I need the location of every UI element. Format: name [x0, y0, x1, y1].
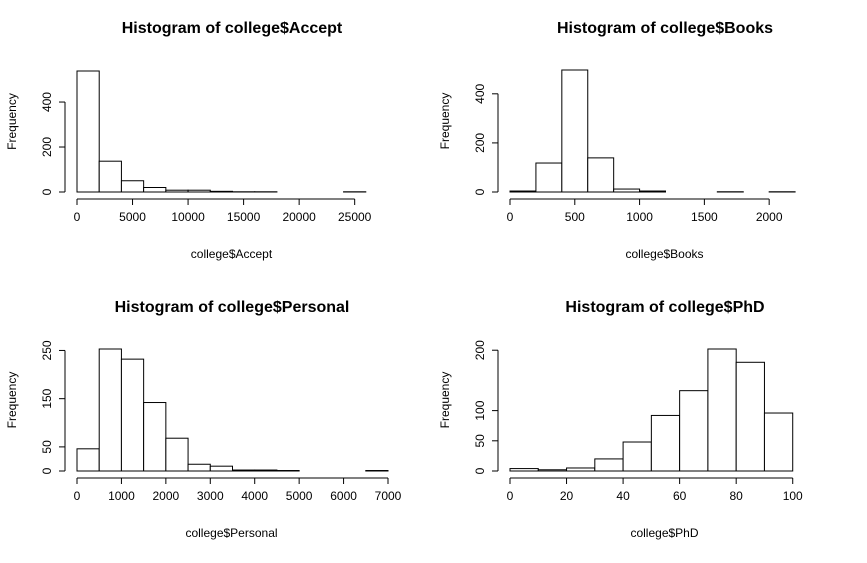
- y-tick-label: 250: [40, 340, 54, 360]
- y-tick-label: 200: [40, 137, 54, 157]
- x-tick-label: 5000: [119, 210, 146, 224]
- histogram-bar: [99, 349, 121, 471]
- y-tick-label: 200: [473, 133, 487, 153]
- histogram-bar: [233, 470, 255, 471]
- histogram-bar: [77, 71, 99, 192]
- histogram-bar: [562, 70, 588, 192]
- x-tick-label: 2000: [756, 210, 783, 224]
- y-tick-label: 400: [40, 92, 54, 112]
- histogram-bar: [567, 468, 595, 471]
- histogram-bar: [510, 191, 536, 192]
- y-tick-label: 100: [473, 400, 487, 420]
- histogram-bar: [640, 191, 666, 192]
- y-tick-label: 0: [40, 188, 54, 195]
- histogram-bar: [538, 470, 566, 471]
- y-tick-label: 150: [40, 388, 54, 408]
- histogram-bar: [651, 415, 679, 471]
- histogram-svg: Histogram of college$Personal 0 1000 2000 30…: [0, 279, 433, 558]
- chart-title: Histogram of college$PhD: [565, 299, 764, 316]
- histogram-bar: [595, 459, 623, 471]
- x-tick-label: 500: [565, 210, 585, 224]
- bars: [77, 349, 388, 471]
- bars: [77, 71, 366, 192]
- histogram-accept-panel: Histogram of college$Accept 0 5000 10000 150…: [0, 0, 433, 279]
- histogram-bar: [255, 470, 277, 471]
- x-tick-label: 5000: [286, 489, 313, 503]
- histogram-bar: [536, 163, 562, 192]
- x-tick-label: 100: [783, 489, 803, 503]
- x-tick-label: 1000: [626, 210, 653, 224]
- y-tick-label: 50: [473, 434, 487, 448]
- chart-title: Histogram of college$Personal: [115, 299, 350, 316]
- x-tick-label: 0: [74, 489, 81, 503]
- y-tick-label: 200: [473, 340, 487, 360]
- x-tick-label: 1000: [108, 489, 135, 503]
- histogram-bar: [708, 349, 736, 471]
- histogram-bar: [623, 442, 651, 471]
- histogram-bar: [764, 413, 792, 471]
- histogram-bar: [680, 391, 708, 471]
- x-tick-label: 2000: [153, 489, 180, 503]
- bars: [510, 70, 795, 192]
- x-tick-label: 6000: [330, 489, 357, 503]
- histogram-bar: [188, 190, 210, 192]
- histogram-bar: [588, 158, 614, 192]
- x-tick-label: 0: [507, 489, 514, 503]
- histogram-bar: [121, 359, 143, 471]
- x-tick-label: 3000: [197, 489, 224, 503]
- histogram-bar: [510, 469, 538, 471]
- histogram-bar: [166, 190, 188, 192]
- histogram-bar: [99, 161, 121, 192]
- histogram-svg: Histogram of college$Books 0 500 1000 1500 20…: [433, 0, 867, 279]
- x-axis-label: college$Books: [625, 247, 703, 261]
- x-axis-label: college$PhD: [630, 526, 698, 540]
- bars: [510, 349, 793, 471]
- x-tick-label: 4000: [241, 489, 268, 503]
- x-tick-label: 60: [673, 489, 687, 503]
- histogram-svg: Histogram of college$PhD 0 20 40 60 80 100 0 50 1…: [433, 279, 867, 558]
- histogram-bar: [144, 188, 166, 193]
- y-tick-label: 0: [40, 467, 54, 474]
- histogram-svg: Histogram of college$Accept 0 5000 10000 150…: [0, 0, 433, 279]
- chart-title: Histogram of college$Accept: [122, 20, 343, 37]
- y-axis-label: Frequency: [438, 372, 452, 429]
- x-tick-label: 80: [730, 489, 744, 503]
- x-axis-label: college$Accept: [191, 247, 273, 261]
- y-axis-label: Frequency: [438, 93, 452, 150]
- histogram-bar: [188, 464, 210, 471]
- x-tick-label: 40: [616, 489, 630, 503]
- histogram-bar: [77, 449, 99, 471]
- y-axis-label: Frequency: [5, 372, 19, 429]
- histogram-bar: [144, 403, 166, 471]
- x-tick-label: 7000: [375, 489, 402, 503]
- y-tick-label: 50: [40, 440, 54, 454]
- x-tick-label: 0: [74, 210, 81, 224]
- y-tick-label: 0: [473, 467, 487, 474]
- x-tick-label: 20000: [282, 210, 316, 224]
- histogram-books-panel: Histogram of college$Books 0 500 1000 1500 20…: [433, 0, 867, 279]
- x-tick-label: 15000: [227, 210, 261, 224]
- x-tick-label: 1500: [691, 210, 718, 224]
- x-tick-label: 0: [507, 210, 514, 224]
- chart-title: Histogram of college$Books: [557, 20, 773, 37]
- x-tick-label: 25000: [338, 210, 372, 224]
- histogram-bar: [210, 191, 232, 192]
- y-tick-label: 400: [473, 83, 487, 103]
- x-axis-label: college$Personal: [185, 526, 277, 540]
- y-tick-label: 0: [473, 188, 487, 195]
- histogram-bar: [121, 181, 143, 192]
- x-tick-label: 20: [560, 489, 574, 503]
- histogram-bar: [210, 466, 232, 471]
- histogram-phd-panel: Histogram of college$PhD 0 20 40 60 80 100 0 50 1…: [433, 279, 867, 558]
- x-tick-label: 10000: [171, 210, 205, 224]
- histogram-bar: [166, 438, 188, 471]
- y-axis-label: Frequency: [5, 93, 19, 150]
- histogram-bar: [614, 189, 640, 192]
- histogram-bar: [736, 362, 764, 471]
- histogram-personal-panel: Histogram of college$Personal 0 1000 2000 30…: [0, 279, 433, 558]
